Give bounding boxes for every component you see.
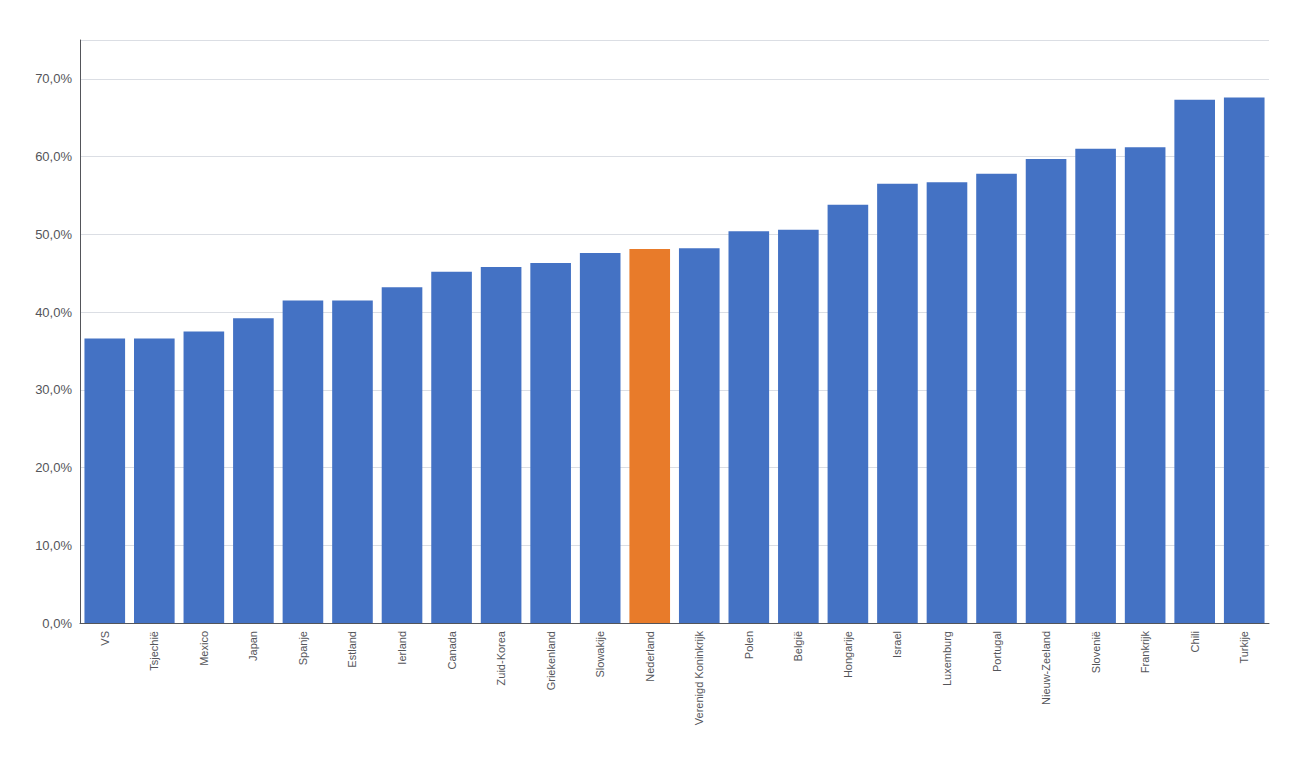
svg-text:Slovenië: Slovenië [1090, 631, 1102, 673]
svg-text:Ierland: Ierland [396, 631, 408, 665]
svg-text:Verenigd Koninkrijk: Verenigd Koninkrijk [693, 631, 705, 726]
svg-text:0,0%: 0,0% [42, 616, 72, 631]
svg-text:Frankrijk: Frankrijk [1139, 631, 1151, 674]
svg-text:Hongarije: Hongarije [842, 631, 854, 678]
svg-text:Nederland: Nederland [644, 631, 656, 682]
svg-text:Estland: Estland [346, 631, 358, 668]
svg-text:Chili: Chili [1189, 631, 1201, 652]
svg-text:Tsjechië: Tsjechië [148, 631, 160, 671]
svg-text:Spanje: Spanje [297, 631, 309, 665]
svg-text:10,0%: 10,0% [35, 538, 72, 553]
svg-text:België: België [792, 631, 804, 662]
svg-text:Luxemburg: Luxemburg [941, 631, 953, 686]
svg-text:Polen: Polen [743, 631, 755, 659]
svg-text:Canada: Canada [446, 630, 458, 669]
svg-text:VS: VS [99, 631, 111, 646]
svg-text:Mexico: Mexico [198, 631, 210, 666]
svg-text:Portugal: Portugal [991, 631, 1003, 672]
svg-text:Nieuw-Zeeland: Nieuw-Zeeland [1040, 631, 1052, 705]
svg-text:60,0%: 60,0% [35, 149, 72, 164]
svg-text:Turkije: Turkije [1238, 631, 1250, 664]
svg-text:20,0%: 20,0% [35, 460, 72, 475]
svg-text:40,0%: 40,0% [35, 305, 72, 320]
svg-text:Japan: Japan [247, 631, 259, 661]
svg-text:30,0%: 30,0% [35, 382, 72, 397]
svg-text:70,0%: 70,0% [35, 71, 72, 86]
svg-text:Griekenland: Griekenland [545, 631, 557, 690]
svg-text:Slowakije: Slowakije [594, 631, 606, 677]
svg-text:50,0%: 50,0% [35, 227, 72, 242]
svg-text:Israel: Israel [891, 631, 903, 658]
svg-text:Zuid-Korea: Zuid-Korea [495, 630, 507, 685]
